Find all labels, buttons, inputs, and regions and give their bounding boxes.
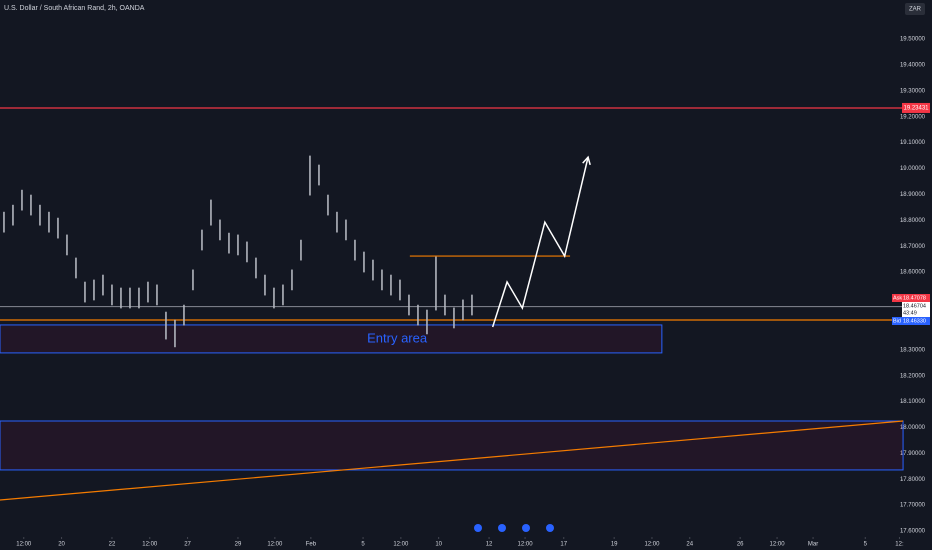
level-tag [902,102,930,113]
zone [0,420,904,471]
event-icons [474,524,554,532]
y-tick-label: 18.60000 [900,270,926,276]
y-tick-label: 18.70000 [900,244,926,250]
x-tick-label: 10 [435,542,442,548]
countdown: 43:49 [903,310,917,316]
countdown-bg [902,309,930,317]
x-tick-label: 26 [737,542,744,548]
bid-price: 18.46330 [903,318,926,324]
x-tick-label: 19 [611,542,618,548]
zone-label: Entry area [367,330,428,345]
currency-button[interactable] [905,3,925,15]
y-tick-label: 18.20000 [900,373,926,379]
x-tick-label: 12:00 [393,542,409,548]
x-tick-label: 12:00 [142,542,158,548]
y-tick-label: 17.80000 [900,477,926,483]
ask-tag-bg [892,294,902,302]
x-tick-label: 12:00 [644,542,660,548]
y-tick-label: 17.70000 [900,503,926,509]
ask-price: 18.47078 [903,295,926,301]
y-tick-label: 18.90000 [900,192,926,198]
y-tick-label: 18.00000 [900,425,926,431]
bid-price-bg [902,317,930,325]
bid-tag: Bid [893,318,901,324]
x-tick-label: 12:00 [770,542,786,548]
x-tick-label: 17 [560,542,567,548]
ask-tag: Ask [893,295,902,301]
chart-title: U.S. Dollar / South African Rand, 2h, OA… [4,5,145,12]
arrow-head [582,155,591,166]
last-price: 18.46704 [903,303,926,309]
y-tick-label: 17.60000 [900,529,926,535]
currency-label: ZAR [909,7,922,13]
y-tick-label: 19.00000 [900,166,926,172]
y-tick-label: 18.10000 [900,399,926,405]
y-tick-label: 19.20000 [900,114,926,120]
y-tick-label: 19.40000 [900,63,926,69]
x-tick-label: 20 [58,542,65,548]
x-tick-label: 29 [235,542,242,548]
y-tick-label: 18.80000 [900,218,926,224]
ask-price-bg [902,294,930,302]
x-tick-label: 27 [184,542,191,548]
x-tick-label: 12:00 [16,542,32,548]
x-tick-label: 12: [895,542,904,548]
bid-tag-bg [892,317,902,325]
y-tick-label: 18.30000 [900,347,926,353]
x-tick-label: Mar [808,542,818,548]
x-tick-label: 24 [686,542,693,548]
x-tick-label: 12:00 [518,542,534,548]
x-tick-label: 5 [361,542,365,548]
x-tick-label: 12 [486,542,493,548]
y-tick-label: 17.90000 [900,451,926,457]
drawn-line [0,420,904,501]
y-tick-label: 19.10000 [900,140,926,146]
x-tick-label: Feb [306,542,317,548]
y-tick-label: 19.50000 [900,37,926,43]
y-tick-label: 19.30000 [900,88,926,94]
x-tick-label: 5 [864,542,868,548]
last-price-bg [902,302,930,310]
x-tick-label: 12:00 [267,542,283,548]
zone [0,324,663,354]
level-tag-label: 19.23431 [903,106,929,112]
projection-arrow [491,156,589,328]
x-tick-label: 22 [109,542,116,548]
